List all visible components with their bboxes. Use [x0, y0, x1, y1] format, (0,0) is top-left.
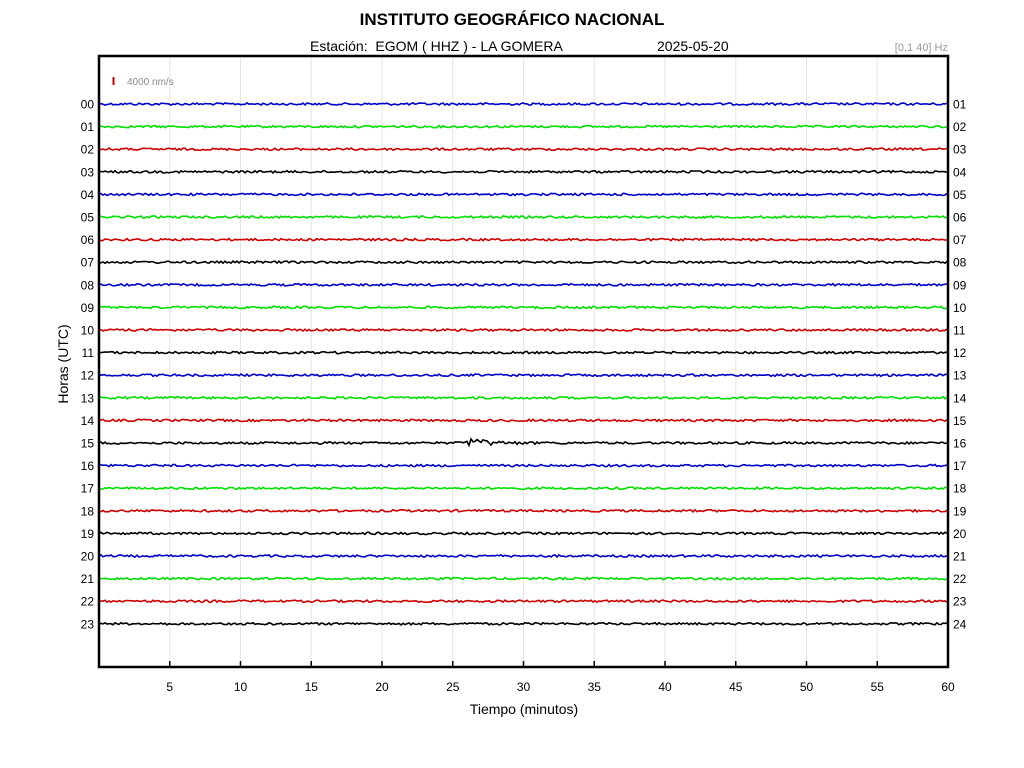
x-axis-ticks: 5 10 15 20 25 30 35 40 45 50 55 60: [166, 661, 955, 694]
hour-label-left: 01: [81, 120, 95, 134]
hour-label-right: 19: [953, 504, 967, 518]
x-tick-label: 20: [375, 680, 389, 694]
hour-label-left: 08: [81, 278, 95, 292]
hour-label-left: 03: [81, 165, 95, 179]
trace-hour-03: [98, 169, 948, 174]
x-tick-label: 35: [588, 680, 602, 694]
x-tick-label: 10: [234, 680, 248, 694]
trace-hour-05: [98, 214, 948, 220]
trace-hour-17: [98, 485, 948, 491]
hour-label-right: 03: [953, 143, 967, 157]
hour-label-left: 07: [81, 256, 95, 270]
hour-label-left: 11: [82, 346, 95, 360]
hour-label-left: 18: [81, 504, 95, 518]
hour-label-right: 05: [953, 188, 967, 202]
trace-hour-14: [98, 418, 948, 423]
hour-label-left: 17: [81, 482, 95, 496]
vertical-grid: [169, 56, 878, 667]
hour-label-right: 22: [953, 572, 967, 586]
x-tick-label: 50: [800, 680, 814, 694]
hour-label-left: 02: [81, 143, 95, 157]
hour-label-left: 04: [81, 188, 95, 202]
hour-label-right: 21: [953, 550, 967, 564]
hour-label-right: 14: [953, 391, 967, 405]
trace-hour-00: [98, 101, 948, 107]
hour-label-left: 21: [81, 572, 95, 586]
hour-label-left: 16: [81, 459, 95, 473]
hour-label-right: 18: [953, 482, 967, 496]
y-axis-label: Horas (UTC): [55, 324, 71, 403]
hour-label-right: 10: [953, 301, 967, 315]
trace-hour-11: [98, 350, 948, 355]
hour-label-right: 12: [953, 346, 967, 360]
trace-hour-07: [98, 260, 948, 265]
x-axis-label: Tiempo (minutos): [470, 701, 578, 717]
x-tick-label: 15: [305, 680, 319, 694]
hour-label-right: 09: [953, 278, 967, 292]
trace-hour-13: [98, 395, 948, 400]
x-tick-label: 30: [517, 680, 531, 694]
trace-hour-20: [98, 553, 948, 559]
hour-label-left: 15: [81, 437, 95, 451]
scale-bar-label: 4000 nm/s: [127, 77, 174, 88]
trace-layer: [98, 101, 948, 626]
hour-label-left: 05: [81, 211, 95, 225]
hour-label-right: 23: [953, 595, 967, 609]
hour-label-right: 02: [953, 120, 967, 134]
trace-hour-22: [98, 598, 948, 604]
trace-hour-10: [98, 327, 948, 333]
hour-label-left: 22: [81, 595, 95, 609]
trace-hour-02: [98, 147, 948, 152]
x-tick-label: 25: [446, 680, 460, 694]
hour-label-left: 12: [81, 369, 95, 383]
hour-label-right: 06: [953, 211, 967, 225]
hour-label-right: 20: [953, 527, 967, 541]
trace-hour-06: [98, 237, 948, 242]
x-tick-label: 55: [871, 680, 885, 694]
hour-label-left: 13: [81, 391, 95, 405]
trace-hour-21: [98, 576, 948, 581]
hour-label-right: 01: [953, 98, 967, 112]
hour-label-right: 11: [953, 324, 966, 338]
trace-hour-23: [98, 621, 948, 626]
hour-label-left: 14: [81, 414, 95, 428]
x-tick-label: 40: [658, 680, 672, 694]
hour-label-left: 23: [81, 617, 95, 631]
page-title: INSTITUTO GEOGRÁFICO NACIONAL: [359, 10, 665, 29]
trace-hour-18: [98, 508, 948, 514]
hour-label-left: 06: [81, 233, 95, 247]
hour-label-left: 19: [81, 527, 95, 541]
hour-label-right: 04: [953, 165, 967, 179]
hour-label-right: 16: [953, 437, 967, 451]
hour-label-right: 08: [953, 256, 967, 270]
hour-label-right: 24: [953, 617, 967, 631]
x-tick-label: 60: [941, 680, 955, 694]
trace-hour-01: [98, 124, 948, 129]
trace-hour-09: [98, 305, 948, 310]
date-label: 2025-05-20: [657, 38, 729, 54]
trace-hour-19: [98, 531, 948, 536]
trace-hour-15: [98, 437, 948, 448]
plot-frame: [97, 54, 950, 669]
hour-label-right: 15: [953, 414, 967, 428]
filter-band-label: [0.1 40] Hz: [894, 42, 948, 54]
hour-label-right: 17: [953, 459, 967, 473]
hour-label-left: 10: [81, 324, 95, 338]
hour-label-right: 13: [953, 369, 967, 383]
hour-label-left: 09: [81, 301, 95, 315]
x-tick-label: 5: [166, 680, 173, 694]
hour-labels: 00 01 01 02 02 03 03 04 04 05 05 06 06 07 07 08 08 09 09 10…: [81, 98, 967, 632]
trace-hour-16: [98, 463, 948, 468]
station-label: Estación: EGOM ( HHZ ) - LA GOMERA: [310, 38, 563, 54]
trace-hour-12: [98, 372, 948, 378]
trace-hour-08: [98, 282, 948, 287]
hour-label-left: 20: [81, 550, 95, 564]
trace-hour-04: [98, 192, 948, 197]
x-tick-label: 45: [729, 680, 743, 694]
hour-label-left: 00: [81, 98, 95, 112]
hour-label-right: 07: [953, 233, 967, 247]
